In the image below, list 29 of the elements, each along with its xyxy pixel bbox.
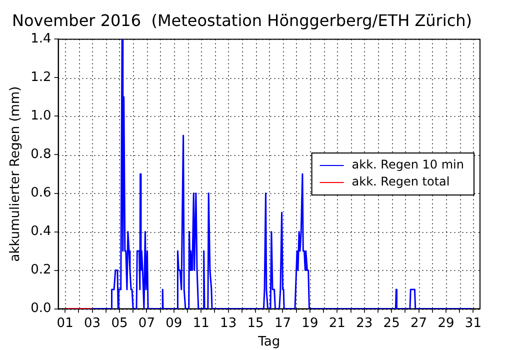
x-tick-label: 03 [84, 316, 101, 331]
x-tick-label: 31 [464, 316, 482, 331]
x-tick-label: 15 [247, 316, 264, 331]
x-tick-label: 19 [302, 316, 318, 331]
legend-label: akk. Regen total [352, 174, 450, 189]
x-tick-label: 27 [410, 316, 428, 331]
chart-title: November 2016 (Meteostation Hönggerberg/ETH Zürich) [12, 10, 472, 30]
x-tick-label: 25 [383, 316, 400, 331]
y-tick-label: 1.2 [30, 70, 52, 86]
x-tick-label: 13 [220, 316, 237, 331]
y-tick-label: 1.4 [30, 32, 52, 47]
x-axis-title: Tag [257, 334, 280, 350]
legend-label: akk. Regen 10 min [352, 158, 464, 172]
x-tick-label: 21 [328, 316, 346, 331]
y-tick-label: 0.2 [30, 262, 52, 278]
y-tick-label: 1.0 [30, 108, 52, 124]
y-tick-label: 0.8 [30, 147, 52, 162]
x-tick-label: 17 [274, 316, 292, 331]
x-tick-label: 07 [138, 316, 155, 331]
y-axis-title: akkumulierter Regen (mm) [8, 86, 24, 262]
x-tick-label: 23 [356, 316, 373, 331]
y-tick-label: 0.4 [30, 224, 52, 240]
x-tick-label: 01 [56, 316, 74, 331]
y-tick-label: 0.0 [30, 301, 52, 316]
x-tick-label: 05 [111, 316, 128, 331]
x-tick-label: 29 [438, 316, 454, 331]
x-tick-label: 11 [192, 316, 210, 331]
y-tick-label: 0.6 [30, 186, 52, 201]
x-tick-label: 09 [166, 316, 182, 331]
